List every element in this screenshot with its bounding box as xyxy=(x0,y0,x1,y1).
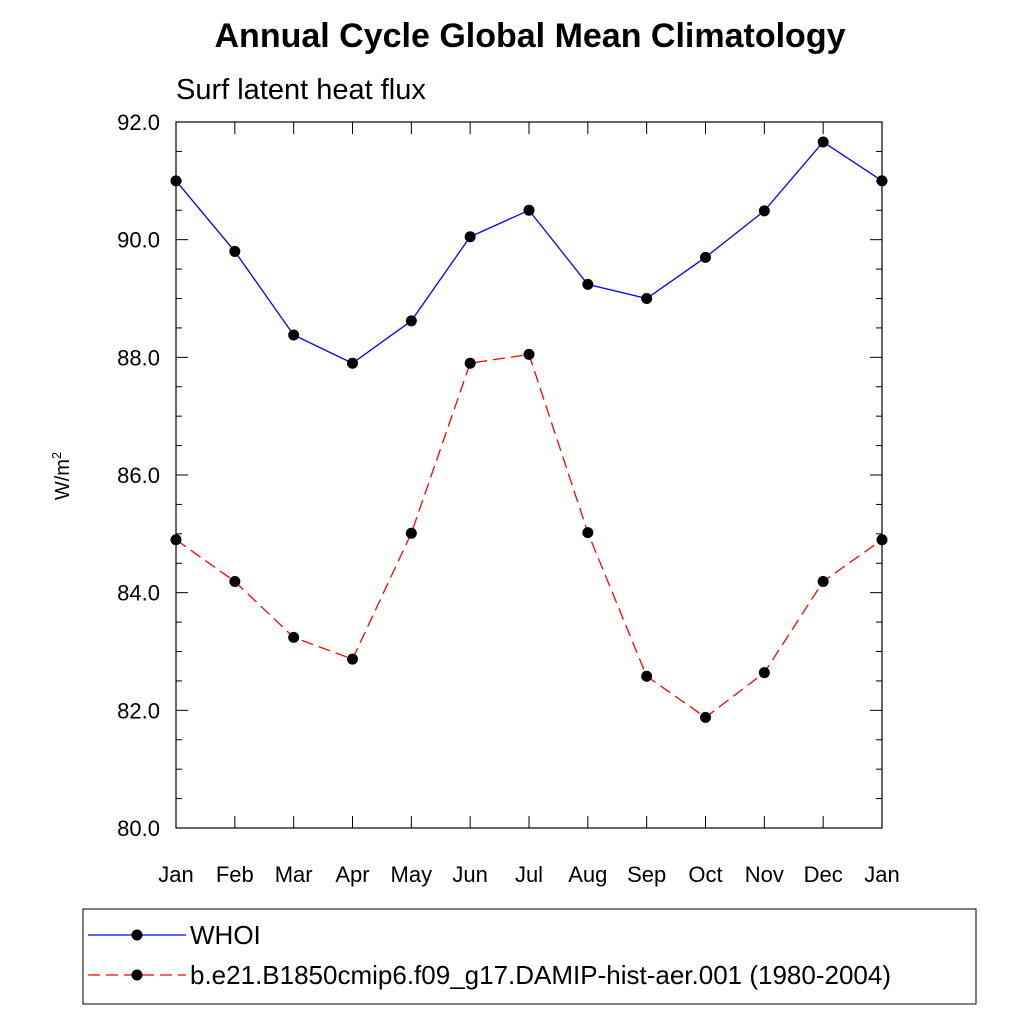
data-point xyxy=(876,175,888,187)
x-tick-label: Oct xyxy=(688,862,722,887)
data-point xyxy=(170,534,182,546)
legend-swatch-marker xyxy=(131,969,143,981)
data-point xyxy=(582,527,594,539)
y-tick-label: 82.0 xyxy=(117,698,160,723)
x-tick-label: Aug xyxy=(568,862,607,887)
data-point xyxy=(582,278,594,290)
x-tick-label: Nov xyxy=(745,862,784,887)
y-axis-label-text: W/m xyxy=(52,459,74,500)
data-point xyxy=(464,357,476,369)
series-line xyxy=(175,141,883,364)
y-tick-label: 88.0 xyxy=(117,345,160,370)
chart-subtitle: Surf latent heat flux xyxy=(176,74,426,106)
x-tick-label: Feb xyxy=(216,862,254,887)
legend-box xyxy=(82,908,977,1005)
x-tick-label: Mar xyxy=(275,862,313,887)
series-2 xyxy=(170,348,888,723)
data-point xyxy=(288,631,300,643)
x-tick-label: Jul xyxy=(515,862,543,887)
data-point xyxy=(817,575,829,587)
legend-swatch-marker xyxy=(131,929,143,941)
data-point xyxy=(405,527,417,539)
data-point xyxy=(464,231,476,243)
y-tick-label: 90.0 xyxy=(117,228,160,253)
axis-ticks xyxy=(175,121,883,829)
plot-frame xyxy=(175,121,883,829)
svg-text:W/m2: W/m2 xyxy=(49,452,74,500)
data-point xyxy=(758,667,770,679)
x-tick-label: Apr xyxy=(335,862,369,887)
y-axis-label-superscript: 2 xyxy=(49,452,64,459)
data-point xyxy=(700,711,711,723)
legend-label: b.e21.B1850cmip6.f09_g17.DAMIP-hist-aer.… xyxy=(190,960,891,990)
series-line xyxy=(175,353,883,719)
data-point xyxy=(523,348,535,360)
y-tick-label: 92.0 xyxy=(117,110,160,135)
data-point xyxy=(405,315,417,327)
x-tick-label: Jun xyxy=(452,862,487,887)
y-axis-label: W/m2 xyxy=(49,452,74,500)
data-point xyxy=(288,329,300,341)
data-point xyxy=(523,204,535,216)
series-1 xyxy=(170,136,888,369)
series-layer xyxy=(170,136,888,723)
x-tick-labels: Jan Feb Mar Apr May Jun Jul Aug Sep Oct Nov Dec Jan xyxy=(158,862,899,887)
legend-label: WHOI xyxy=(190,920,261,950)
y-tick-label: 84.0 xyxy=(117,581,160,606)
legend: WHOI b.e21.B1850cmip6.f09_g17.DAMIP-hist-… xyxy=(88,920,891,990)
data-point xyxy=(347,653,358,665)
data-point xyxy=(229,575,241,587)
x-tick-label: May xyxy=(391,862,433,887)
data-point xyxy=(700,251,711,263)
x-tick-label: Jan xyxy=(864,862,899,887)
data-point xyxy=(641,293,653,304)
y-tick-labels: 80.0 82.0 84.0 86.0 88.0 90.0 92.0 xyxy=(117,110,160,841)
data-point xyxy=(170,175,182,187)
chart-title: Annual Cycle Global Mean Climatology xyxy=(215,17,846,55)
data-point xyxy=(229,245,241,257)
data-point xyxy=(817,136,829,148)
data-point xyxy=(876,534,888,546)
y-tick-label: 86.0 xyxy=(117,463,160,488)
data-point xyxy=(641,670,653,682)
data-point xyxy=(758,205,770,217)
x-tick-label: Sep xyxy=(627,862,666,887)
x-tick-label: Dec xyxy=(804,862,843,887)
x-tick-label: Jan xyxy=(158,862,193,887)
y-tick-label: 80.0 xyxy=(117,816,160,841)
legend-item: WHOI xyxy=(88,920,261,950)
data-point xyxy=(347,357,358,369)
legend-item: b.e21.B1850cmip6.f09_g17.DAMIP-hist-aer.… xyxy=(88,960,891,990)
